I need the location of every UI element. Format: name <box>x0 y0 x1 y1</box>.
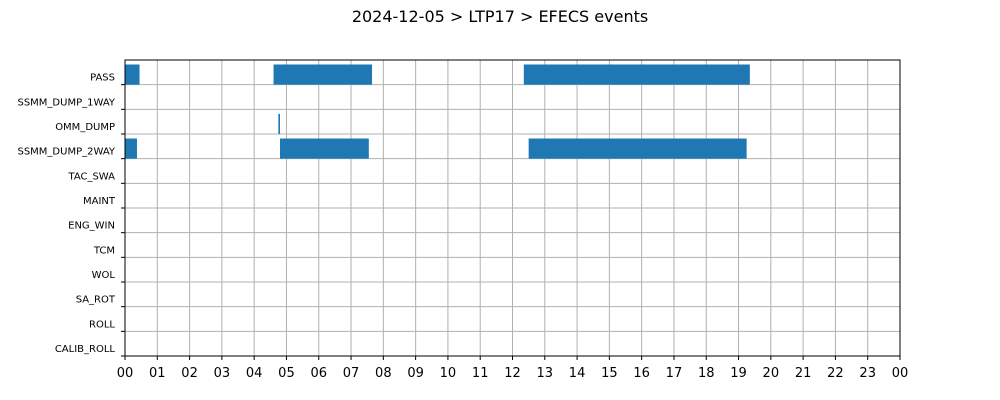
y-tick-label: ROLL <box>89 319 115 330</box>
bars-layer <box>125 64 750 159</box>
y-tick-label: TAC_SWA <box>67 171 115 182</box>
x-tick-label: 05 <box>278 366 295 381</box>
x-tick-label: 07 <box>343 366 360 381</box>
y-tick-label: ENG_WIN <box>68 221 115 232</box>
x-tick-label: 10 <box>440 366 457 381</box>
event-bar <box>528 138 747 159</box>
x-tick-label: 11 <box>472 366 489 381</box>
event-bar <box>523 64 750 85</box>
y-tick-label: SA_ROT <box>76 295 116 306</box>
x-tick-label: 17 <box>666 366 683 381</box>
y-axis: PASS SSMM_DUMP_1WAY OMM_DUMP SSMM_DUMP_2WAY… <box>17 73 125 357</box>
event-bar <box>278 113 280 134</box>
x-tick-label: 16 <box>633 366 650 381</box>
y-tick-label: OMM_DUMP <box>55 122 115 133</box>
x-tick-label: 19 <box>730 366 747 381</box>
x-tick-label: 08 <box>375 366 392 381</box>
x-tick-label: 01 <box>149 366 166 381</box>
x-tick-label: 12 <box>504 366 521 381</box>
x-tick-label: 13 <box>537 366 554 381</box>
event-bar <box>125 64 140 85</box>
y-tick-label: SSMM_DUMP_1WAY <box>17 97 115 108</box>
x-tick-label: 02 <box>181 366 198 381</box>
x-tick-label: 04 <box>246 366 263 381</box>
y-tick-label: WOL <box>92 270 116 281</box>
x-tick-label: 22 <box>827 366 844 381</box>
x-tick-label: 15 <box>601 366 618 381</box>
x-axis: 00 01 02 03 04 05 06 07 08 09 10 11 12 13 14 15 16 17 18 19… <box>117 356 909 381</box>
x-tick-label: 00 <box>892 366 909 381</box>
y-tick-label: PASS <box>90 73 115 84</box>
x-tick-label: 09 <box>407 366 424 381</box>
event-bar <box>125 138 137 159</box>
y-tick-label: MAINT <box>83 196 116 207</box>
x-tick-label: 06 <box>310 366 327 381</box>
y-tick-label: CALIB_ROLL <box>55 344 116 355</box>
x-tick-label: 00 <box>117 366 134 381</box>
event-bar <box>280 138 369 159</box>
x-tick-label: 14 <box>569 366 586 381</box>
x-tick-label: 23 <box>859 366 876 381</box>
grid-layer <box>124 60 901 356</box>
x-tick-label: 21 <box>795 366 812 381</box>
x-tick-label: 03 <box>214 366 231 381</box>
y-tick-label: TCM <box>93 245 115 256</box>
chart-title: 2024-12-05 > LTP17 > EFECS events <box>352 7 648 26</box>
x-tick-label: 20 <box>763 366 780 381</box>
y-tick-label: SSMM_DUMP_2WAY <box>17 147 115 158</box>
x-tick-label: 18 <box>698 366 715 381</box>
event-bar <box>273 64 373 85</box>
